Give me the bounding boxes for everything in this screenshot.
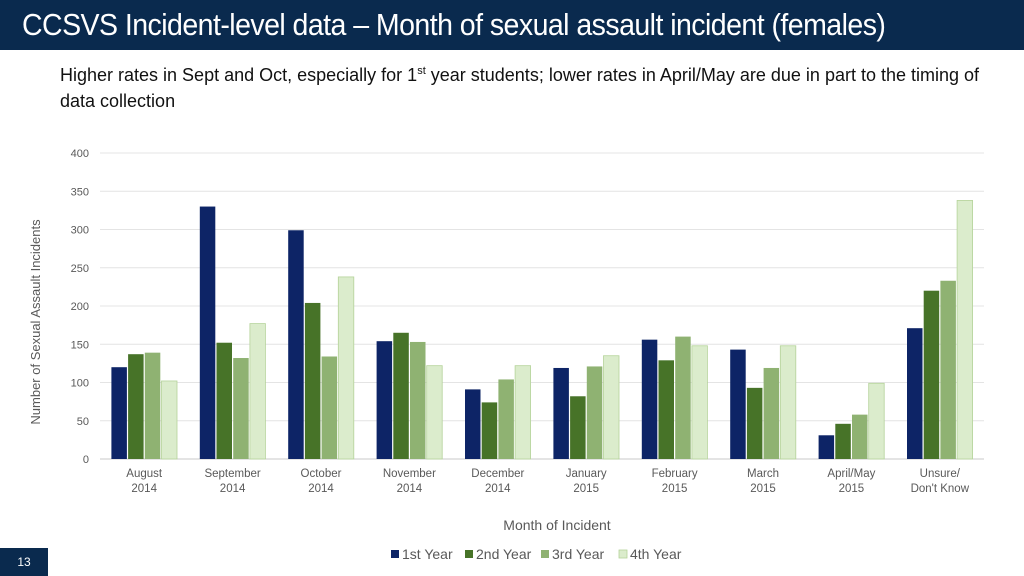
y-tick-label: 300 bbox=[71, 225, 89, 237]
bar bbox=[940, 280, 956, 459]
bar bbox=[393, 332, 409, 459]
slide-number: 13 bbox=[17, 555, 31, 569]
bar bbox=[216, 342, 232, 459]
subtitle-text-end: year students; lower rates in April/May … bbox=[60, 65, 980, 111]
bar bbox=[763, 367, 780, 459]
bar bbox=[746, 387, 763, 459]
y-tick-label: 200 bbox=[71, 301, 89, 313]
gridlines bbox=[100, 152, 984, 460]
y-tick-label: 50 bbox=[77, 416, 89, 428]
bar bbox=[498, 379, 514, 459]
bar bbox=[128, 354, 144, 459]
bar bbox=[907, 328, 923, 459]
slide-number-box: 13 bbox=[0, 548, 48, 576]
x-tick-label: August 2014 bbox=[126, 468, 163, 495]
bar bbox=[586, 366, 603, 459]
legend: 1st Year 2nd Year 3rd Year 4th Year bbox=[391, 546, 682, 562]
bar bbox=[410, 341, 426, 459]
x-tick-label: April/May 2015 bbox=[827, 468, 875, 495]
y-tick-label: 400 bbox=[71, 148, 89, 160]
bar bbox=[199, 206, 216, 459]
slide-subtitle: Higher rates in Sept and Oct, especially… bbox=[60, 62, 980, 114]
bar bbox=[233, 358, 249, 459]
bar bbox=[570, 396, 586, 459]
legend-swatch bbox=[541, 550, 549, 558]
bar bbox=[868, 382, 885, 460]
bar bbox=[658, 360, 674, 459]
bar bbox=[818, 435, 835, 459]
legend-label: 3rd Year bbox=[552, 546, 604, 562]
legend-swatch bbox=[465, 550, 473, 558]
x-tick-label: Unsure/Don't Know bbox=[911, 468, 970, 495]
x-axis-title: Month of Incident bbox=[503, 517, 611, 533]
bar bbox=[465, 389, 481, 459]
x-tick-label: September 2014 bbox=[204, 468, 260, 495]
bar bbox=[111, 367, 127, 459]
x-tick-label: January 2015 bbox=[566, 468, 607, 495]
bar bbox=[553, 367, 569, 459]
x-tick-label: October 2014 bbox=[301, 468, 342, 495]
bar bbox=[249, 323, 266, 460]
y-axis-ticks: 0 50 100 150 200 250 300 350 400 bbox=[71, 148, 89, 466]
bar bbox=[376, 341, 393, 459]
legend-swatch bbox=[618, 549, 628, 559]
bar bbox=[641, 339, 658, 459]
x-tick-label: February 2015 bbox=[652, 468, 698, 495]
y-tick-label: 0 bbox=[83, 454, 89, 466]
bar bbox=[337, 276, 355, 460]
subtitle-text-start: Higher rates in Sept and Oct, especially… bbox=[60, 65, 418, 85]
slide-title: CCSVS Incident-level data – Month of sex… bbox=[22, 7, 886, 42]
y-tick-label: 100 bbox=[71, 378, 89, 390]
bar bbox=[481, 402, 498, 459]
title-bar: CCSVS Incident-level data – Month of sex… bbox=[0, 0, 1024, 50]
bar bbox=[603, 355, 620, 460]
bar bbox=[144, 352, 161, 459]
bar bbox=[288, 230, 304, 459]
bar bbox=[514, 365, 531, 460]
bar bbox=[304, 302, 321, 459]
x-axis-ticks: August 2014 September 2014 October 2014 Novemb… bbox=[126, 468, 969, 495]
bar bbox=[835, 423, 851, 459]
bar bbox=[923, 290, 940, 459]
legend-swatch bbox=[391, 550, 399, 558]
bar bbox=[779, 345, 797, 460]
bars bbox=[111, 200, 973, 460]
bar bbox=[675, 336, 691, 459]
x-tick-label: November 2014 bbox=[383, 468, 436, 495]
legend-label: 2nd Year bbox=[476, 546, 532, 562]
y-tick-label: 350 bbox=[71, 186, 89, 198]
bar bbox=[852, 414, 868, 459]
legend-label: 1st Year bbox=[402, 546, 453, 562]
legend-label: 4th Year bbox=[630, 546, 682, 562]
y-tick-label: 150 bbox=[71, 339, 89, 351]
y-tick-label: 250 bbox=[71, 263, 89, 275]
bar bbox=[321, 356, 338, 459]
y-axis-title: Number of Sexual Assault Incidents bbox=[28, 219, 43, 425]
bar bbox=[426, 365, 443, 460]
bar bbox=[730, 349, 746, 459]
x-tick-label: March 2015 bbox=[747, 468, 779, 495]
subtitle-superscript: st bbox=[417, 65, 426, 77]
bar bbox=[161, 380, 178, 460]
x-tick-label: December 2014 bbox=[471, 468, 524, 495]
bar bbox=[691, 345, 708, 460]
bar bbox=[956, 200, 973, 460]
